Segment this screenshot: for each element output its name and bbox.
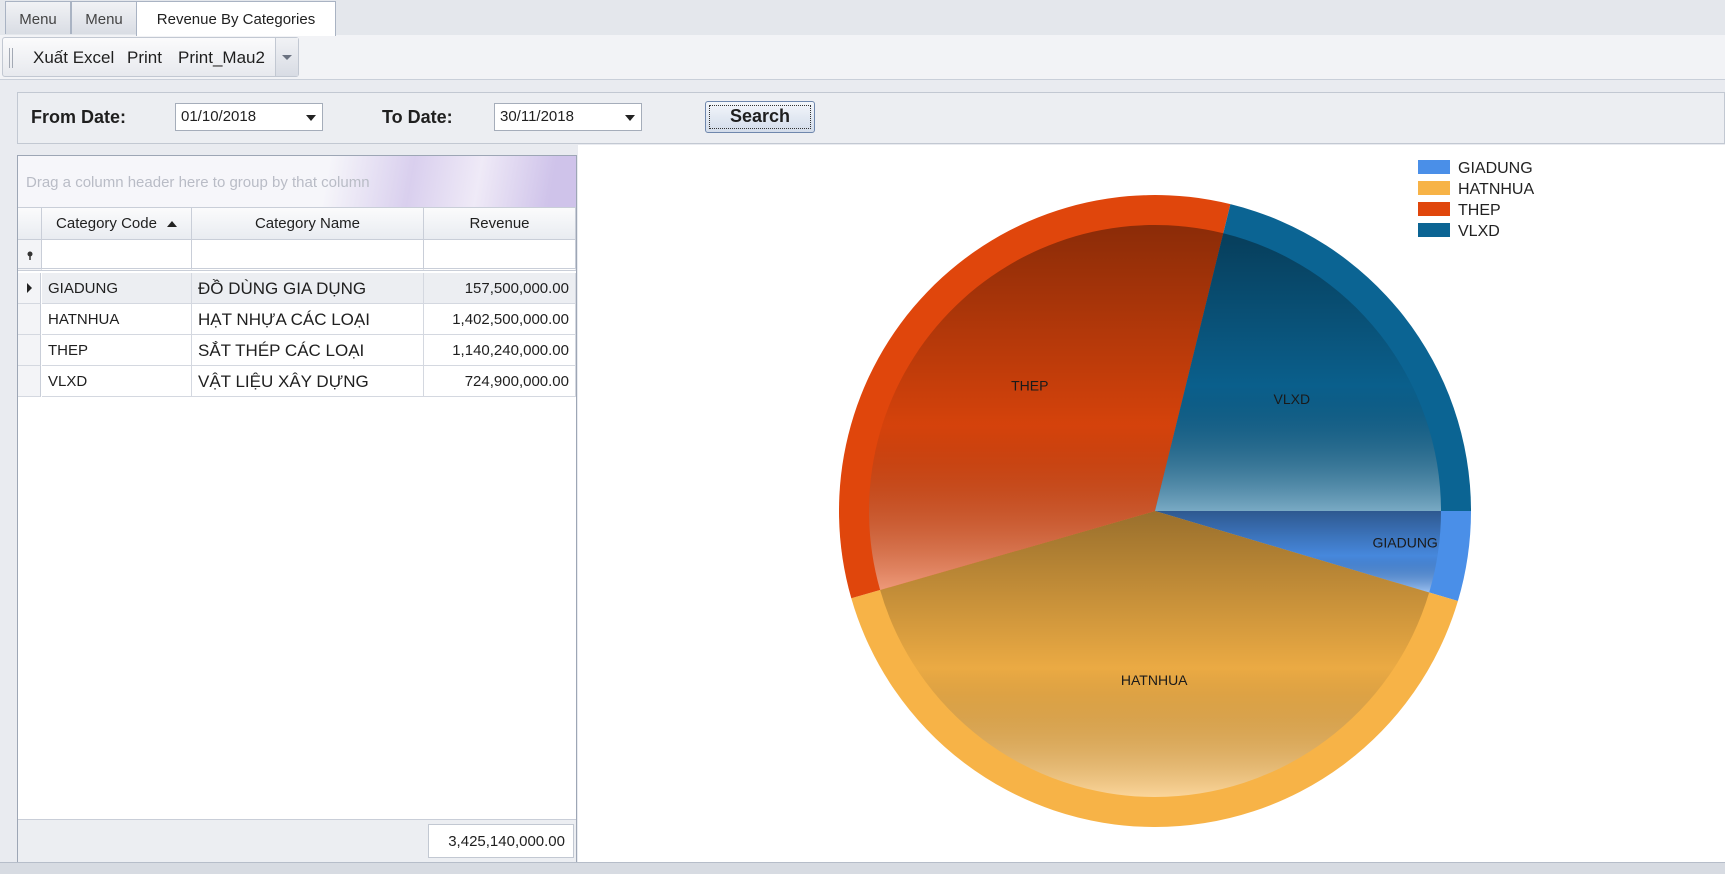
pie-slice-shading [1155,233,1441,511]
to-date-value: 30/11/2018 [500,108,574,125]
dropdown-arrow-icon[interactable] [625,115,635,121]
pie-slice-shading [1155,511,1441,593]
from-date-picker[interactable]: 01/10/2018 [175,103,323,131]
legend-swatch-hatnhua [1418,181,1450,195]
pie-label-vlxd: VLXD [1273,391,1310,407]
tab-menu-1[interactable]: Menu [5,1,71,34]
print-mau2-button[interactable]: Print_Mau2 [178,48,265,67]
group-by-hint: Drag a column header here to group by th… [26,174,370,191]
table-cell-revenue[interactable]: 1,140,240,000.00 [424,335,576,366]
pie-label-giadung: GIADUNG [1372,534,1437,550]
pie-label-thep: THEP [1011,378,1048,394]
revenue-total: 3,425,140,000.00 [428,824,574,858]
to-date-label: To Date: [382,107,453,127]
table-cell-name[interactable]: ĐỒ DÙNG GIA DỤNG [192,273,424,304]
pie-chart-svg: GIADUNG HATNHUA THEP VLXD GIADUNG HATNHUA THE… [839,160,1534,828]
filter-panel: From Date: 01/10/2018 To Date: 30/11/201… [17,92,1725,144]
pie-slice-shading [869,224,1224,591]
table-cell-code[interactable]: HATNHUA [42,304,192,335]
current-row-arrow-icon [27,283,32,293]
column-header-category-name[interactable]: Category Name [192,208,424,240]
column-header-label: Category Code [56,215,157,232]
legend-swatch-thep [1418,202,1450,216]
sort-ascending-icon [166,221,177,228]
table-cell-name[interactable]: VẬT LIỆU XÂY DỰNG [192,366,424,397]
tab-revenue-by-categories[interactable]: Revenue By Categories [136,1,336,36]
legend-label-vlxd: VLXD [1458,223,1500,240]
to-date-picker[interactable]: 30/11/2018 [494,103,642,131]
legend-label-thep: THEP [1458,202,1501,219]
toolbar: Xuất Excel Print Print_Mau2 [2,37,299,77]
focus-rect [709,105,811,129]
pie-slice-shading [880,511,1430,798]
pie-label-hatnhua: HATNHUA [1121,672,1188,688]
filter-cell-revenue[interactable] [424,240,576,271]
table-cell-name[interactable]: SẮT THÉP CÁC LOẠI [192,335,424,366]
tab-bar: Menu Menu Revenue By Categories [0,0,1725,36]
legend-label-hatnhua: HATNHUA [1458,181,1534,198]
toolbar-overflow-button[interactable] [275,38,298,76]
search-button-label: Search [729,106,791,126]
row-indicator[interactable] [18,304,41,335]
filter-cell-category-code[interactable] [42,240,192,271]
group-by-panel[interactable]: Drag a column header here to group by th… [18,156,576,208]
search-button[interactable]: Search [705,101,815,133]
column-header-revenue[interactable]: Revenue [424,208,576,240]
table-cell-revenue[interactable]: 1,402,500,000.00 [424,304,576,335]
toolbar-grip-icon[interactable] [9,48,15,68]
grid-footer: 3,425,140,000.00 [18,819,576,862]
legend-label-giadung: GIADUNG [1458,160,1533,177]
filter-pin-icon [27,251,33,260]
row-indicator-header [18,208,42,240]
filter-cell-category-name[interactable] [192,240,424,271]
print-button[interactable]: Print [127,48,162,67]
dropdown-arrow-icon[interactable] [306,115,316,121]
table-cell-revenue[interactable]: 724,900,000.00 [424,366,576,397]
column-header-category-code[interactable]: Category Code [42,208,192,240]
table-cell-name[interactable]: HẠT NHỰA CÁC LOẠI [192,304,424,335]
chevron-down-icon [282,55,292,60]
revenue-pie-chart: GIADUNG HATNHUA THEP VLXD GIADUNG HATNHUA THE… [578,145,1725,862]
tab-menu-2[interactable]: Menu [71,1,137,34]
from-date-value: 01/10/2018 [181,108,257,125]
legend-swatch-vlxd [1418,223,1450,237]
row-indicator[interactable] [18,273,41,304]
table-cell-code[interactable]: VLXD [42,366,192,397]
export-excel-button[interactable]: Xuất Excel [33,48,115,67]
table-cell-code[interactable]: THEP [42,335,192,366]
table-cell-revenue[interactable]: 157,500,000.00 [424,273,576,304]
table-cell-code[interactable]: GIADUNG [42,273,192,304]
toolbar-row: Xuất Excel Print Print_Mau2 [0,35,1725,80]
legend-swatch-giadung [1418,160,1450,174]
row-indicator[interactable] [18,366,41,397]
status-bar [0,862,1725,874]
auto-filter-indicator [18,240,42,271]
category-grid: Drag a column header here to group by th… [17,155,577,862]
row-indicator[interactable] [18,335,41,366]
from-date-label: From Date: [31,107,127,127]
